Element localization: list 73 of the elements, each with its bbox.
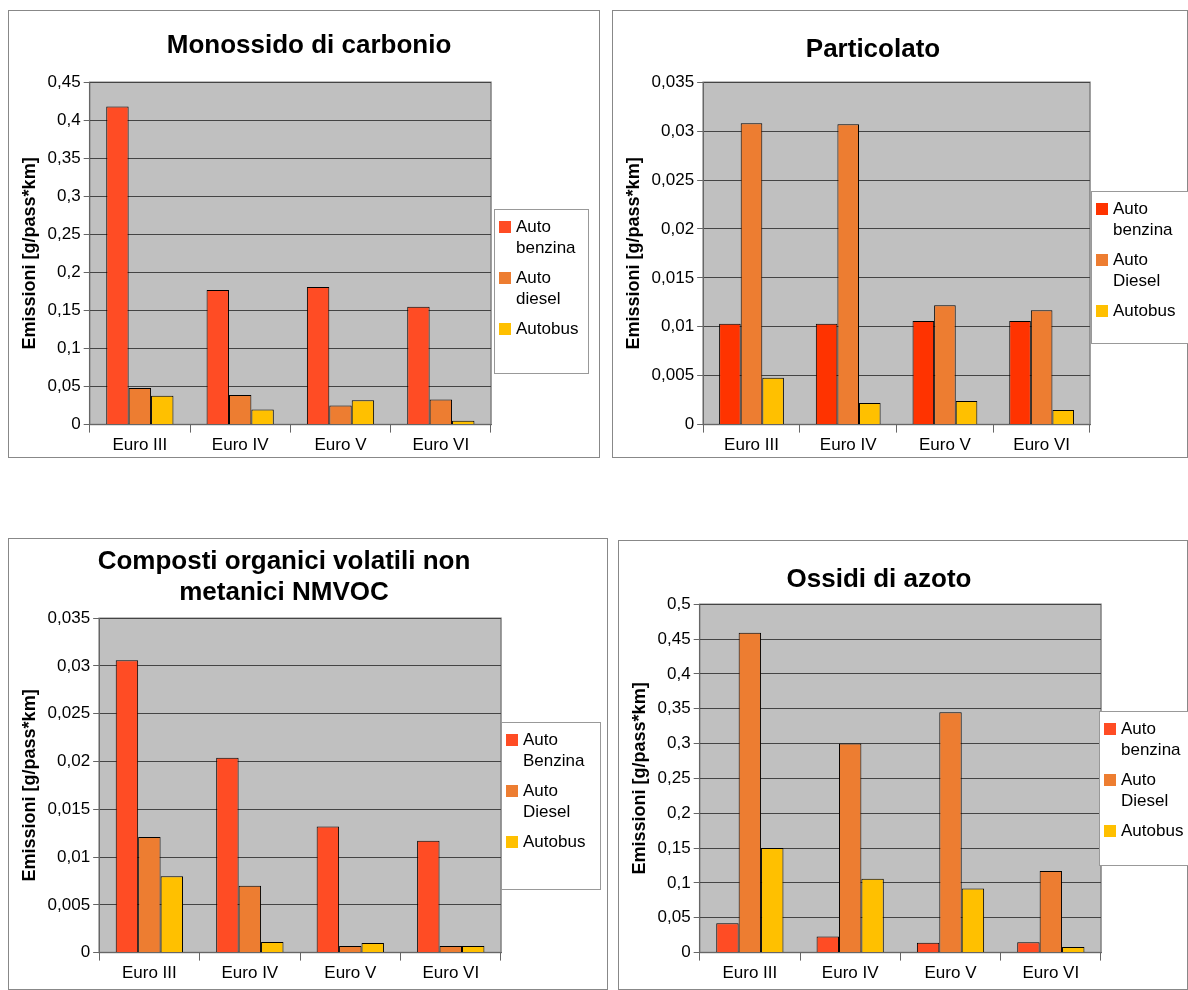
y-tick-label: 0,02 xyxy=(57,751,91,771)
x-tick-label: Euro VI xyxy=(412,435,470,455)
y-tick-label: 0,025 xyxy=(651,169,695,189)
y-tick-label: 0,005 xyxy=(651,365,695,385)
y-tick-label: 0,25 xyxy=(47,224,81,244)
y-tick-label: 0,02 xyxy=(661,218,695,238)
y-axis-title: Emissioni [g/pass*km] xyxy=(622,157,643,350)
x-tick-label: Euro V xyxy=(314,435,368,455)
x-tick-label: Euro III xyxy=(112,435,168,455)
y-tick-label: 0 xyxy=(71,414,81,434)
y-tick-label: 0,45 xyxy=(47,71,81,91)
legend-label: Auto Diesel xyxy=(1113,249,1162,291)
y-tick-label: 0,45 xyxy=(657,628,691,648)
y-tick-label: 0,035 xyxy=(651,71,695,91)
legend-label: Auto benzina xyxy=(1113,198,1174,240)
y-tick-label: 0,35 xyxy=(47,147,81,167)
y-tick-label: 0,5 xyxy=(667,593,691,613)
chart-title: Ossidi di azoto xyxy=(785,563,973,594)
y-tick-label: 0,3 xyxy=(667,733,691,753)
y-tick-label: 0,05 xyxy=(47,376,81,396)
y-tick-label: 0,01 xyxy=(661,316,695,336)
y-tick-label: 0,01 xyxy=(57,846,91,866)
y-tick-label: 0,15 xyxy=(47,300,81,320)
x-tick-label: Euro VI xyxy=(1013,435,1070,455)
y-tick-label: 0,2 xyxy=(667,802,691,822)
x-tick-label: Euro IV xyxy=(821,963,880,983)
legend-label: Auto Diesel xyxy=(523,780,572,822)
x-tick-label: Euro VI xyxy=(422,963,480,983)
legend-label: Auto benzina xyxy=(1121,718,1182,760)
y-tick-label: 0,25 xyxy=(657,768,691,788)
legend-label: Autobus xyxy=(1121,820,1184,841)
x-tick-label: Euro III xyxy=(121,963,177,983)
legend-label: Auto benzina xyxy=(516,216,577,258)
y-tick-label: 0,4 xyxy=(57,109,81,129)
y-axis-title: Emissioni [g/pass*km] xyxy=(18,157,39,350)
chart-title: Composti organici volatili non metanici NMVOC xyxy=(96,545,472,607)
y-tick-label: 0,005 xyxy=(47,894,91,914)
legend-label: Autobus xyxy=(523,831,586,852)
x-tick-label: Euro V xyxy=(918,435,972,455)
x-tick-label: Euro III xyxy=(722,963,778,983)
x-tick-label: Euro IV xyxy=(211,435,270,455)
x-tick-label: Euro IV xyxy=(221,963,279,983)
legend-label: Autobus xyxy=(1113,300,1176,321)
chart-title: Monossido di carbonio xyxy=(165,29,453,60)
x-tick-label: Euro V xyxy=(924,963,978,983)
y-tick-label: 0,35 xyxy=(657,698,691,718)
legend-label: Auto Benzina xyxy=(523,729,586,771)
x-tick-label: Euro V xyxy=(324,963,377,983)
x-tick-label: Euro IV xyxy=(819,435,878,455)
y-tick-label: 0,015 xyxy=(651,267,695,287)
y-tick-label: 0,15 xyxy=(657,837,691,857)
y-tick-label: 0,035 xyxy=(47,607,91,627)
x-tick-label: Euro III xyxy=(724,435,779,455)
legend-label: Autobus xyxy=(516,318,579,339)
y-tick-label: 0,1 xyxy=(57,338,81,358)
y-tick-label: 0,3 xyxy=(57,186,81,206)
y-tick-label: 0 xyxy=(80,942,91,962)
y-tick-label: 0,05 xyxy=(657,907,691,927)
chart-title: Particolato xyxy=(804,33,942,64)
y-tick-label: 0 xyxy=(681,942,691,962)
y-tick-label: 0,4 xyxy=(667,663,691,683)
y-tick-label: 0,2 xyxy=(57,262,81,282)
y-tick-label: 0,03 xyxy=(57,655,91,675)
y-tick-label: 0,015 xyxy=(47,798,91,818)
y-axis-title: Emissioni [g/pass*km] xyxy=(628,682,649,875)
x-tick-label: Euro VI xyxy=(1022,963,1080,983)
legend-label: Auto Diesel xyxy=(1121,769,1170,811)
y-tick-label: 0,025 xyxy=(47,703,91,723)
y-tick-label: 0 xyxy=(684,414,695,434)
y-tick-label: 0,03 xyxy=(661,120,695,140)
legend-label: Auto diesel xyxy=(516,267,562,309)
y-axis-title: Emissioni [g/pass*km] xyxy=(18,689,39,882)
y-tick-label: 0,1 xyxy=(667,872,691,892)
